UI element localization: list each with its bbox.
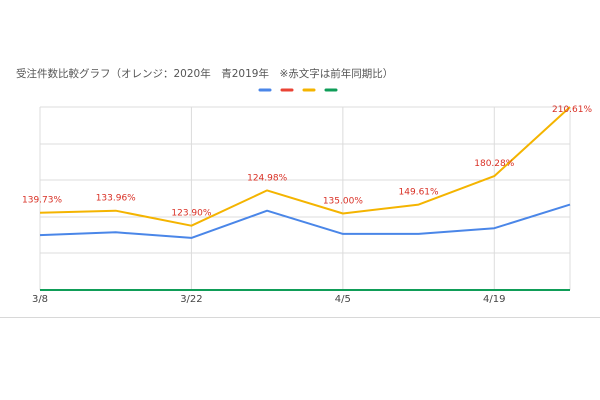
data-label-1: 133.96% (96, 194, 136, 204)
data-label-3: 124.98% (247, 173, 287, 183)
data-label-4: 135.00% (323, 197, 363, 207)
x-axis: 3/8 3/22 4/5 4/19 (32, 294, 506, 305)
data-labels: 139.73% 133.96% 123.90% 124.98% 135.00% 149.6… (22, 105, 592, 219)
data-label-2: 123.90% (171, 209, 211, 219)
series-line-0 (39, 203, 571, 239)
x-tick-label-0: 3/8 (32, 294, 48, 305)
chart-title: 受注件数比較グラフ（オレンジ：2020年 青2019年 ※赤文字は前年同期比） (16, 68, 394, 80)
bottom-divider (0, 317, 600, 318)
data-label-7: 210.61% (552, 105, 592, 115)
series-line-2 (39, 106, 571, 227)
data-label-6: 180.28% (474, 159, 514, 169)
x-tick-label-1: 3/22 (180, 294, 202, 305)
data-label-0: 139.73% (22, 196, 62, 206)
data-label-5: 149.61% (399, 188, 439, 198)
x-tick-label-2: 4/5 (335, 294, 351, 305)
x-tick-label-3: 4/19 (483, 294, 505, 305)
series-lines (39, 106, 571, 291)
